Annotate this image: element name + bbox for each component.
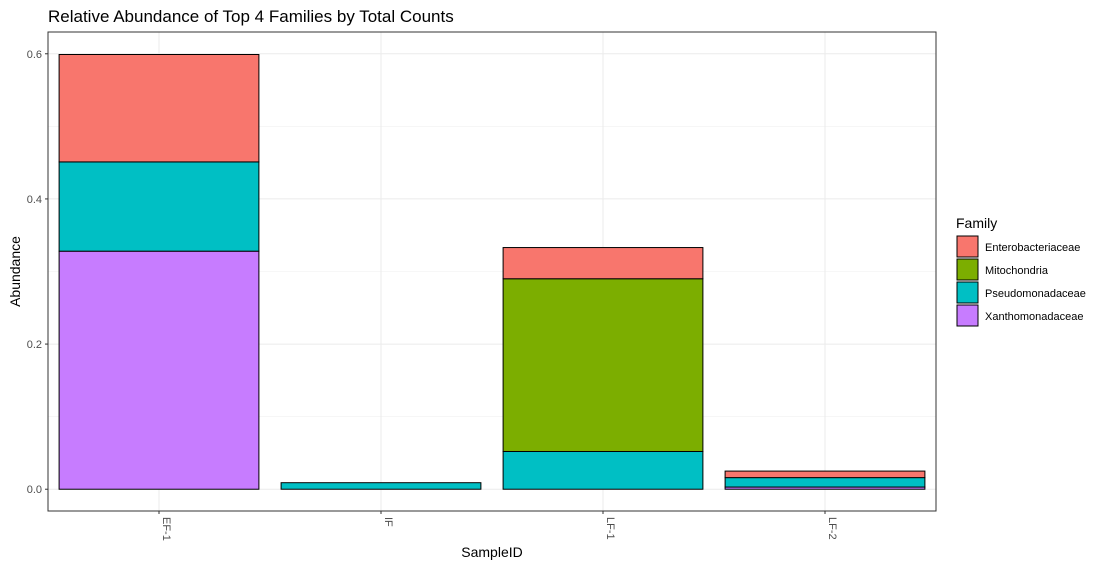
bar-lf-2-enterobacteriaceae bbox=[724, 470, 926, 479]
legend-key bbox=[956, 281, 979, 304]
legend-label: Xanthomonadaceae bbox=[985, 311, 1083, 323]
x-tick-label: LF-2 bbox=[826, 517, 838, 540]
y-tick-label: 0.0 bbox=[27, 484, 42, 496]
bar-lf-1-mitochondria bbox=[502, 278, 704, 452]
bar-lf-1-enterobacteriaceae bbox=[502, 247, 704, 280]
x-tick-label: IF bbox=[382, 517, 394, 527]
y-tick-label: 0.2 bbox=[27, 339, 42, 351]
legend-key bbox=[956, 304, 979, 327]
legend-key bbox=[956, 258, 979, 281]
y-tick-label: 0.6 bbox=[27, 49, 42, 61]
bar-ef-1-xanthomonadaceae bbox=[58, 250, 260, 490]
x-tick-label: LF-1 bbox=[604, 517, 616, 540]
plot-area: 0.0 0.2 0.4 0.6 EF-1 IF LF-1 LF-2 bbox=[27, 31, 937, 541]
legend-key bbox=[956, 235, 979, 258]
bar-ef-1-enterobacteriaceae bbox=[58, 53, 260, 163]
chart-title: Relative Abundance of Top 4 Families by … bbox=[48, 7, 454, 26]
legend: Family Enterobacteriaceae Mitochondria Pse… bbox=[956, 215, 1086, 327]
bar-ef-1-pseudomonadaceae bbox=[58, 161, 260, 252]
bar-lf-1-pseudomonadaceae bbox=[502, 450, 704, 490]
legend-label: Mitochondria bbox=[985, 265, 1049, 277]
x-tick-label: EF-1 bbox=[160, 517, 172, 541]
y-tick-label: 0.4 bbox=[27, 194, 42, 206]
bar-lf-2-pseudomonadaceae bbox=[724, 477, 926, 488]
x-axis-title: SampleID bbox=[461, 544, 522, 560]
bar-if-pseudomonadaceae bbox=[280, 482, 482, 490]
legend-label: Pseudomonadaceae bbox=[985, 288, 1086, 300]
legend-title: Family bbox=[956, 215, 997, 231]
legend-label: Enterobacteriaceae bbox=[985, 242, 1080, 254]
panel-border bbox=[47, 31, 937, 512]
y-axis-title: Abundance bbox=[7, 236, 23, 307]
